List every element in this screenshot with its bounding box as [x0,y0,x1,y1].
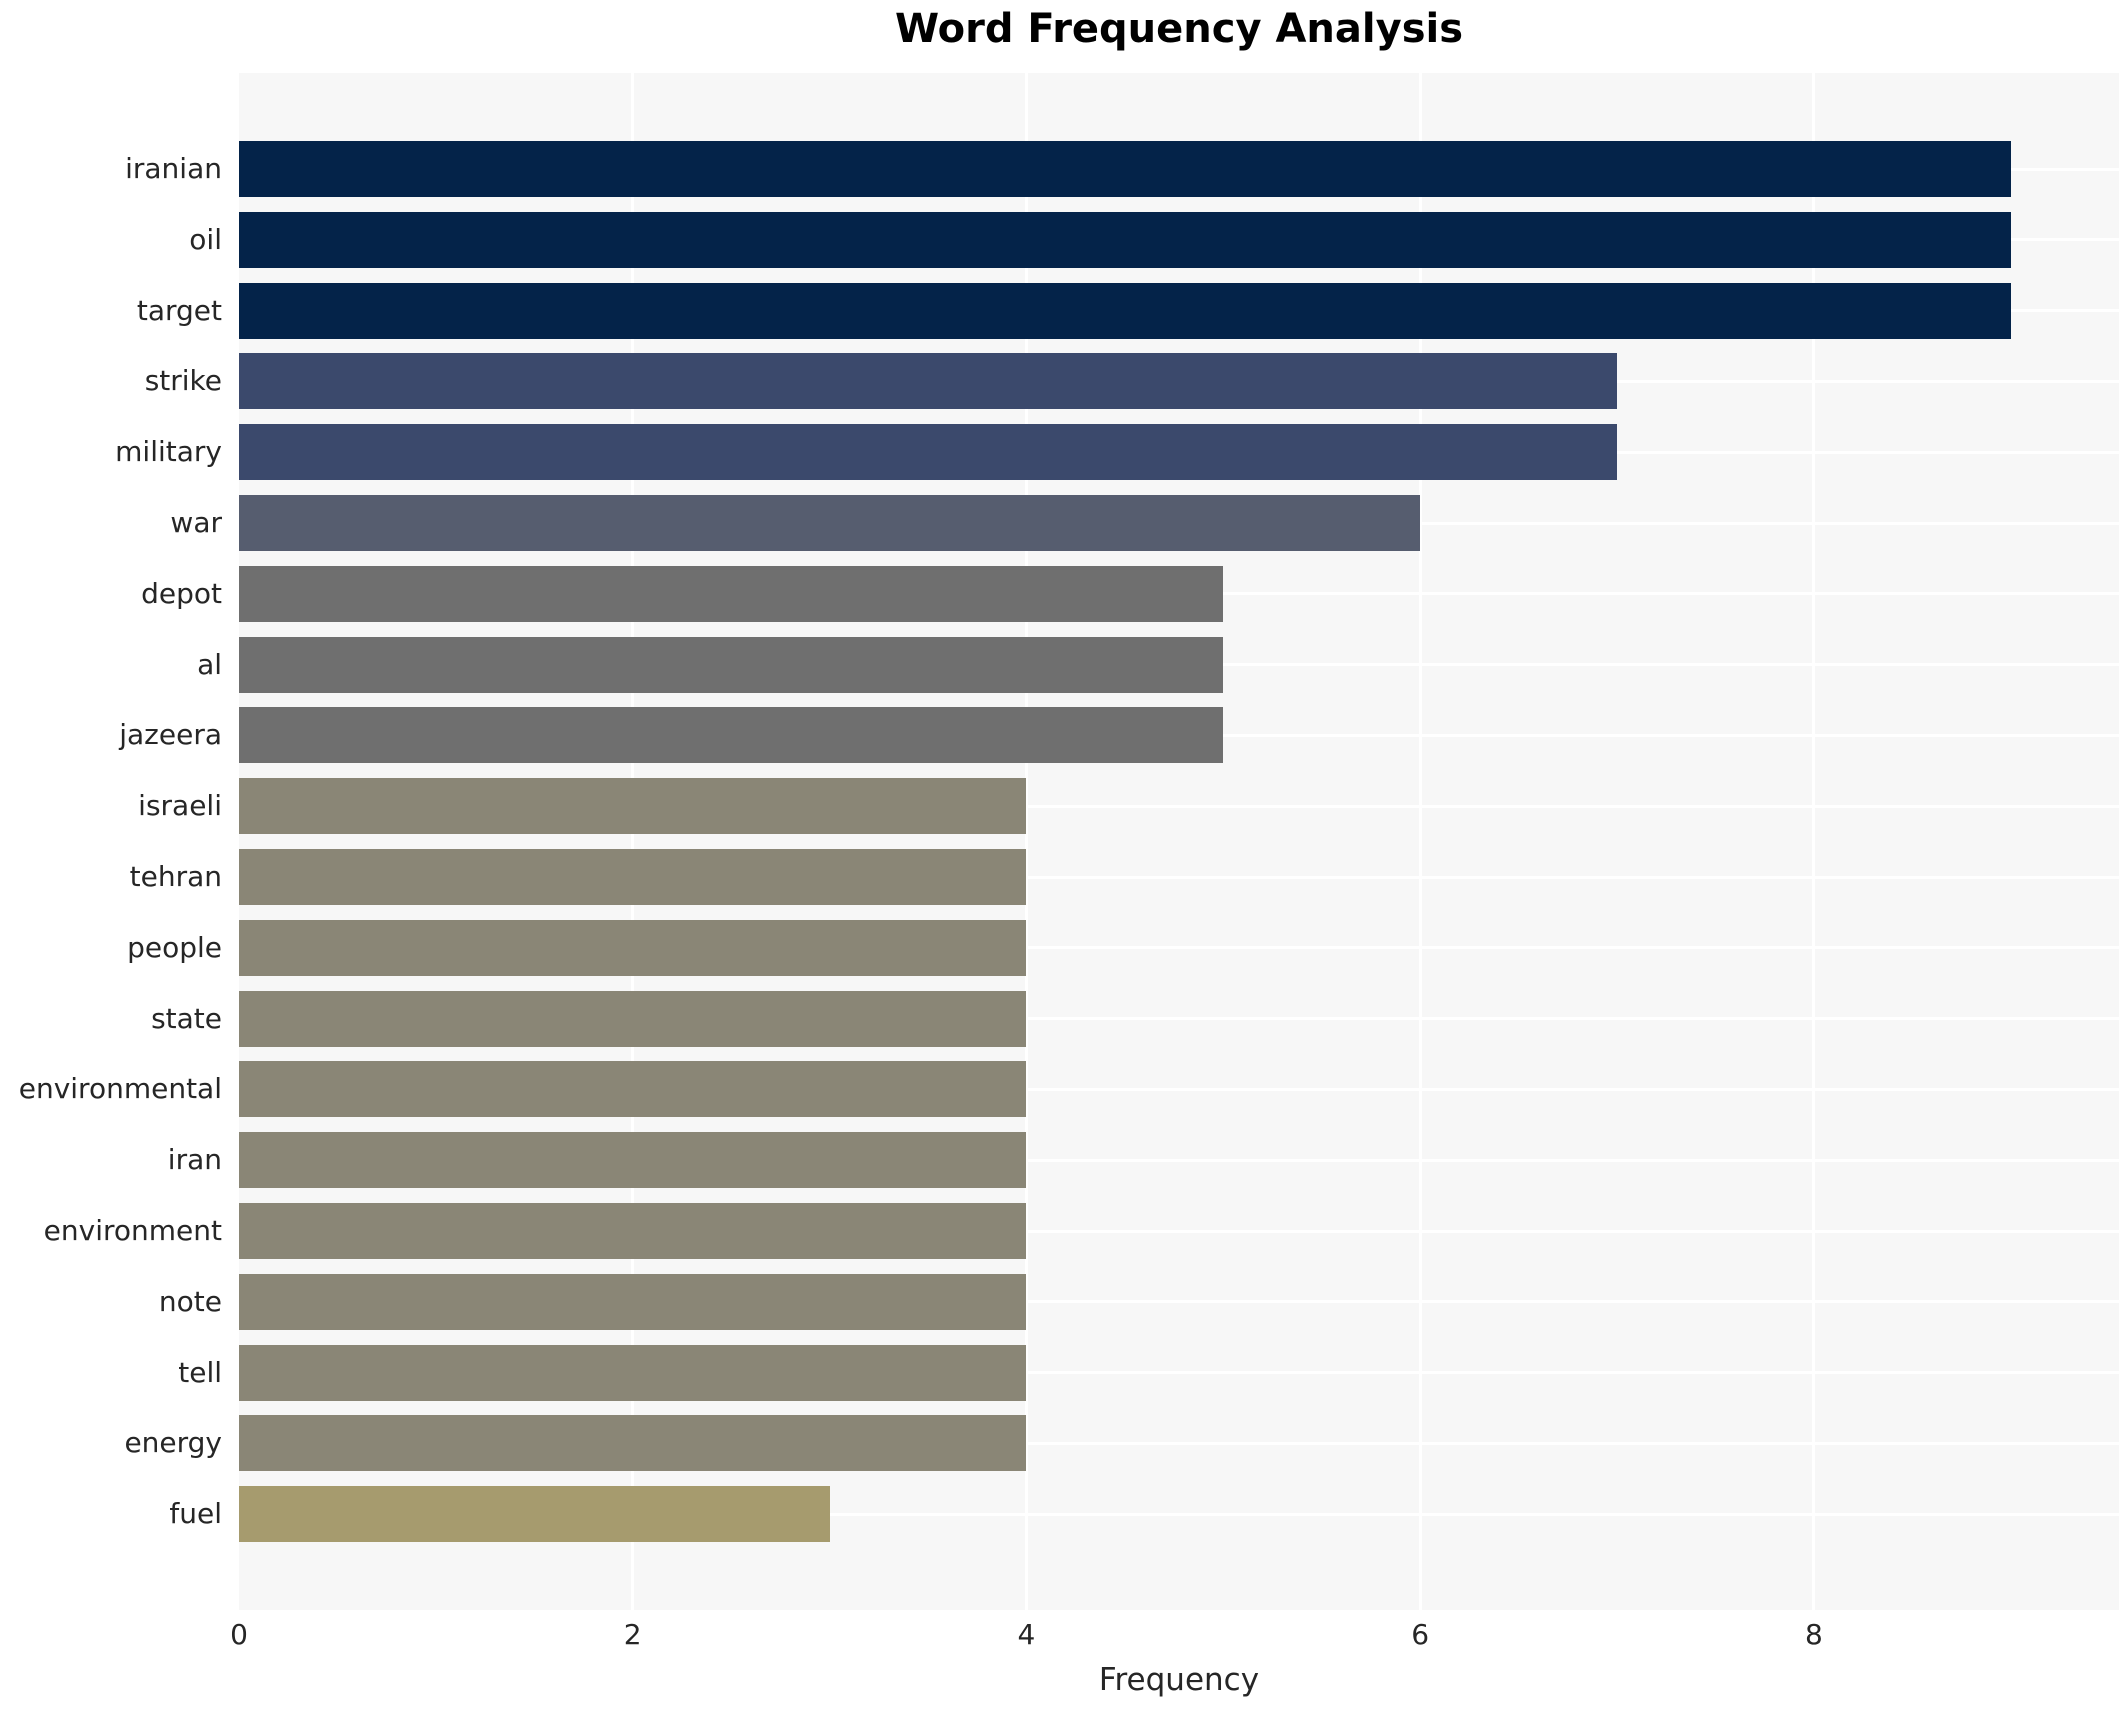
x-tick-label-0: 0 [230,1618,248,1651]
y-tick-label-people: people [127,930,222,964]
y-tick-label-depot: depot [141,576,222,610]
gridline-row-environmental [239,1087,2119,1091]
bar-al [239,636,1224,693]
y-tick-label-energy: energy [124,1426,222,1460]
y-tick-label-tell: tell [178,1355,222,1389]
gridline-row-environment [239,1229,2119,1233]
x-tick-label-6: 6 [1411,1618,1430,1651]
plot-area [239,73,2119,1610]
bar-jazeera [239,707,1224,764]
bar-energy [239,1415,1027,1472]
gridline-row-iran [239,1158,2119,1162]
x-tick-label-2: 2 [623,1618,642,1651]
x-tick-label-4: 4 [1017,1618,1036,1651]
y-tick-label-tehran: tehran [129,860,222,893]
gridline-x-8 [1812,73,1816,1610]
gridline-row-fuel [239,1512,2119,1516]
y-tick-label-israeli: israeli [138,789,222,823]
bar-oil [239,211,2011,268]
bar-military [239,424,1617,481]
y-tick-label-oil: oil [189,222,222,256]
gridline-x-4 [1024,73,1028,1610]
bar-people [239,919,1027,976]
y-tick-label-military: military [115,435,222,469]
bar-depot [239,565,1224,622]
bar-fuel [239,1486,830,1543]
gridline-row-state [239,1017,2119,1021]
y-tick-label-note: note [158,1284,222,1318]
gridline-x-2 [631,73,635,1610]
y-tick-label-fuel: fuel [169,1497,222,1531]
y-tick-label-war: war [170,506,222,539]
y-tick-label-state: state [151,1001,222,1035]
gridline-row-note [239,1300,2119,1304]
gridline-row-israeli [239,804,2119,808]
gridline-row-energy [239,1441,2119,1445]
y-tick-label-jazeera: jazeera [119,718,222,752]
gridline-row-people [239,946,2119,950]
y-tick-label-al: al [197,647,222,681]
bar-war [239,495,1421,551]
bar-environmental [239,1061,1027,1118]
y-tick-label-environmental: environmental [18,1072,222,1106]
bar-iran [239,1132,1027,1189]
bar-israeli [239,778,1027,835]
x-tick-label-8: 8 [1804,1618,1823,1651]
gridline-x-6 [1418,73,1422,1610]
bar-note [239,1273,1027,1330]
gridline-row-tell [239,1371,2119,1375]
chart-title: Word Frequency Analysis [894,6,1464,52]
gridline-row-tehran [239,875,2119,879]
bar-strike [239,353,1617,410]
y-tick-label-iran: iran [167,1143,222,1177]
bar-tehran [239,849,1027,905]
x-axis-label: Frequency [1098,1662,1260,1698]
y-tick-label-target: target [136,293,222,327]
y-tick-label-strike: strike [144,364,222,398]
y-tick-label-iranian: iranian [125,152,222,185]
bar-environment [239,1203,1027,1259]
y-tick-label-environment: environment [43,1214,222,1247]
bar-state [239,990,1027,1047]
bar-target [239,282,2011,339]
bar-iranian [239,141,2011,197]
bar-tell [239,1344,1027,1401]
